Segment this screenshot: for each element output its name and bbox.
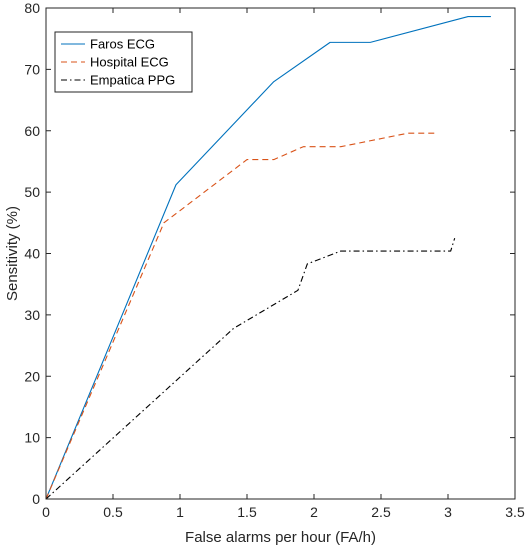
x-tick-label: 2 [310,504,318,520]
series-line-faros-ecg [45,16,491,500]
y-tick-label: 70 [24,61,40,77]
axis-labels: False alarms per hour (FA/h) Sensitivity … [4,206,376,546]
y-tick-label: 10 [24,430,40,446]
x-tick-label: 1 [176,504,184,520]
x-tick-label: 0 [42,504,50,520]
y-tick-label: 40 [24,246,40,262]
axes: 0 0.5 1 1.5 2 2.5 3 3.5 0 10 20 30 40 50 60 70 80 [24,0,525,520]
legend-entry: Hospital ECG [90,55,169,70]
legend-box [54,31,193,93]
y-tick-label: 30 [24,307,40,323]
y-tick-label: 20 [24,368,40,384]
x-tick-label: 0.5 [103,504,123,520]
y-tick-label: 50 [24,184,40,200]
series-lines [45,16,491,500]
x-tick-label: 1.5 [237,504,257,520]
x-axis-label: False alarms per hour (FA/h) [185,529,376,546]
x-tick-label: 2.5 [371,504,391,520]
y-tick-label: 60 [24,123,40,139]
y-tick-label: 80 [24,0,40,16]
legend: Faros ECG Hospital ECG Empatica PPG [54,31,193,93]
x-tick-label: 3.5 [505,504,525,520]
y-axis-label: Sensitivity (%) [4,206,21,301]
x-tick-label: 3 [444,504,452,520]
series-line-empatica-ppg [45,237,456,500]
legend-entry: Faros ECG [90,37,155,52]
y-tick-label: 0 [32,491,40,507]
legend-entry: Empatica PPG [90,73,175,88]
